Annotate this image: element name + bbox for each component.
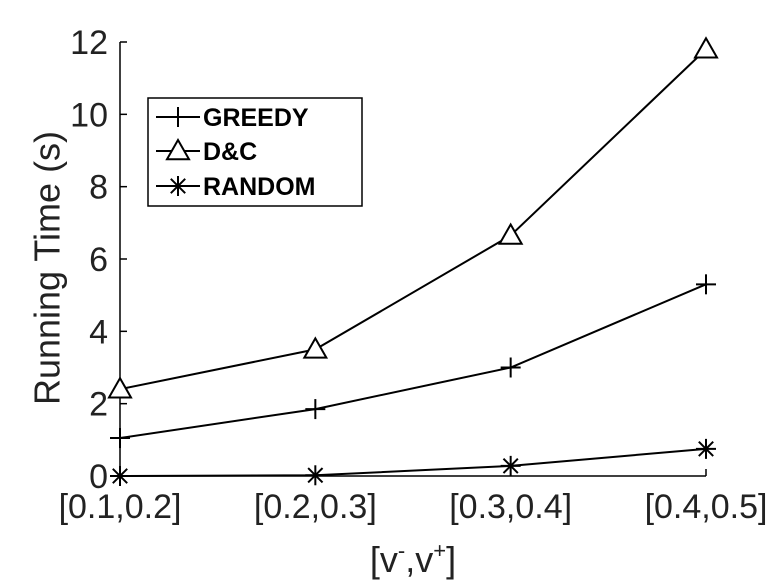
legend-marker-glyph	[165, 137, 191, 161]
data-point-triangle	[302, 336, 329, 359]
legend-marker-triangle	[165, 137, 191, 161]
y-tick-label: 10	[70, 96, 108, 134]
legend-item-greedy: GREEDY	[156, 104, 309, 132]
series-line-triangle	[119, 48, 707, 391]
y-tick-label: 12	[70, 24, 108, 62]
legend-label-greedy: GREEDY	[203, 104, 309, 132]
data-point-asterisk	[696, 438, 716, 459]
series-group	[107, 36, 719, 486]
data-point-asterisk	[110, 466, 130, 486]
y-axis-title: Running Time (s)	[27, 131, 68, 405]
data-point-plus	[500, 357, 521, 378]
data-point-triangle	[107, 376, 133, 399]
x-tick-label: [0.4,0.5]	[645, 488, 768, 526]
data-point-plus	[110, 428, 130, 449]
data-point-triangle	[693, 36, 719, 59]
legend-item-dc: D&C	[156, 137, 257, 166]
y-tick-label: 4	[89, 313, 108, 351]
x-axis-title-mid: ,v	[405, 539, 433, 580]
x-tick-label: [0.1,0.2]	[59, 488, 182, 526]
series-line-asterisk	[119, 447, 707, 477]
data-point-plus	[305, 399, 326, 420]
y-tick-label: 6	[89, 241, 108, 279]
data-point-asterisk	[500, 455, 521, 476]
x-tick-label: [0.3,0.4]	[449, 488, 572, 526]
y-tick-label: 8	[89, 169, 108, 207]
legend-marker-glyph	[168, 107, 188, 127]
x-axis-title-end: ]	[446, 539, 456, 580]
data-point-plus	[696, 274, 716, 295]
x-tick-label: [0.2,0.3]	[254, 488, 377, 526]
data-point-triangle	[497, 222, 524, 245]
legend: GREEDY D&C RANDOM	[147, 97, 363, 207]
x-axis-title: [v-,v+]	[370, 538, 456, 580]
legend-label-random: RANDOM	[203, 173, 316, 201]
legend-marker-glyph	[168, 176, 188, 196]
y-tick-label: 2	[89, 386, 108, 424]
x-ticks: [0.1,0.2] [0.2,0.3] [0.3,0.4] [0.4,0.5]	[59, 469, 768, 526]
y-ticks: 0 2 4 6 8 10 12	[70, 24, 127, 496]
y-tick-label: 0	[89, 458, 108, 496]
x-axis-title-sup2: +	[433, 538, 446, 563]
legend-label-dc: D&C	[203, 138, 257, 166]
series-line-plus	[119, 283, 707, 440]
legend-marker-plus	[168, 107, 188, 127]
legend-item-random: RANDOM	[156, 173, 316, 201]
data-point-asterisk	[305, 465, 326, 486]
x-axis-title-base: [v	[370, 539, 398, 580]
legend-marker-asterisk	[168, 176, 188, 196]
x-axis-title-sup1: -	[398, 538, 405, 563]
